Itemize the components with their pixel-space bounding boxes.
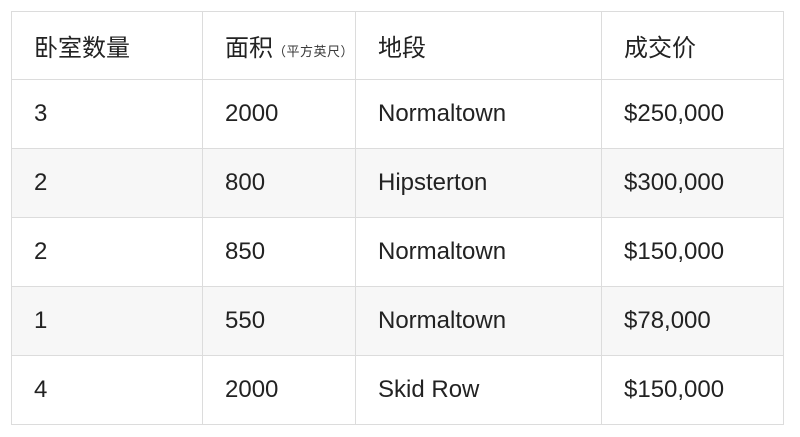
cell-area: 2000 [202, 355, 356, 425]
cell-location: Skid Row [355, 355, 602, 425]
column-header-price: 成交价 [601, 11, 784, 80]
column-header-area: 面积（平方英尺） [202, 11, 356, 80]
cell-area: 2000 [202, 79, 356, 149]
table-row: 2 850 Normaltown $150,000 [11, 217, 784, 287]
column-header-bedrooms: 卧室数量 [11, 11, 203, 80]
table-row: 2 800 Hipsterton $300,000 [11, 148, 784, 218]
cell-bedrooms: 2 [11, 217, 203, 287]
cell-price: $250,000 [601, 79, 784, 149]
cell-location: Normaltown [355, 286, 602, 356]
cell-bedrooms: 3 [11, 79, 203, 149]
cell-location: Normaltown [355, 217, 602, 287]
column-header-area-unit: （平方英尺） [273, 44, 355, 59]
cell-area: 850 [202, 217, 356, 287]
column-header-bedrooms-label: 卧室数量 [34, 35, 130, 62]
table-body: 3 2000 Normaltown $250,000 2 800 Hipster… [11, 79, 784, 425]
cell-location: Hipsterton [355, 148, 602, 218]
column-header-price-label: 成交价 [624, 35, 696, 62]
column-header-area-label: 面积 [225, 35, 273, 62]
cell-price: $150,000 [601, 217, 784, 287]
cell-area: 550 [202, 286, 356, 356]
cell-price: $78,000 [601, 286, 784, 356]
cell-bedrooms: 2 [11, 148, 203, 218]
housing-table-container: 卧室数量 面积（平方英尺） 地段 成交价 3 2000 Normaltown $… [11, 11, 784, 425]
cell-location: Normaltown [355, 79, 602, 149]
table-row: 3 2000 Normaltown $250,000 [11, 79, 784, 149]
table-header-row: 卧室数量 面积（平方英尺） 地段 成交价 [11, 11, 784, 80]
cell-area: 800 [202, 148, 356, 218]
table-row: 1 550 Normaltown $78,000 [11, 286, 784, 356]
cell-bedrooms: 4 [11, 355, 203, 425]
cell-price: $300,000 [601, 148, 784, 218]
table-row: 4 2000 Skid Row $150,000 [11, 355, 784, 425]
cell-bedrooms: 1 [11, 286, 203, 356]
column-header-location-label: 地段 [378, 35, 426, 62]
table-header: 卧室数量 面积（平方英尺） 地段 成交价 [11, 11, 784, 80]
column-header-location: 地段 [355, 11, 602, 80]
cell-price: $150,000 [601, 355, 784, 425]
housing-price-table: 卧室数量 面积（平方英尺） 地段 成交价 3 2000 Normaltown $… [11, 11, 784, 425]
